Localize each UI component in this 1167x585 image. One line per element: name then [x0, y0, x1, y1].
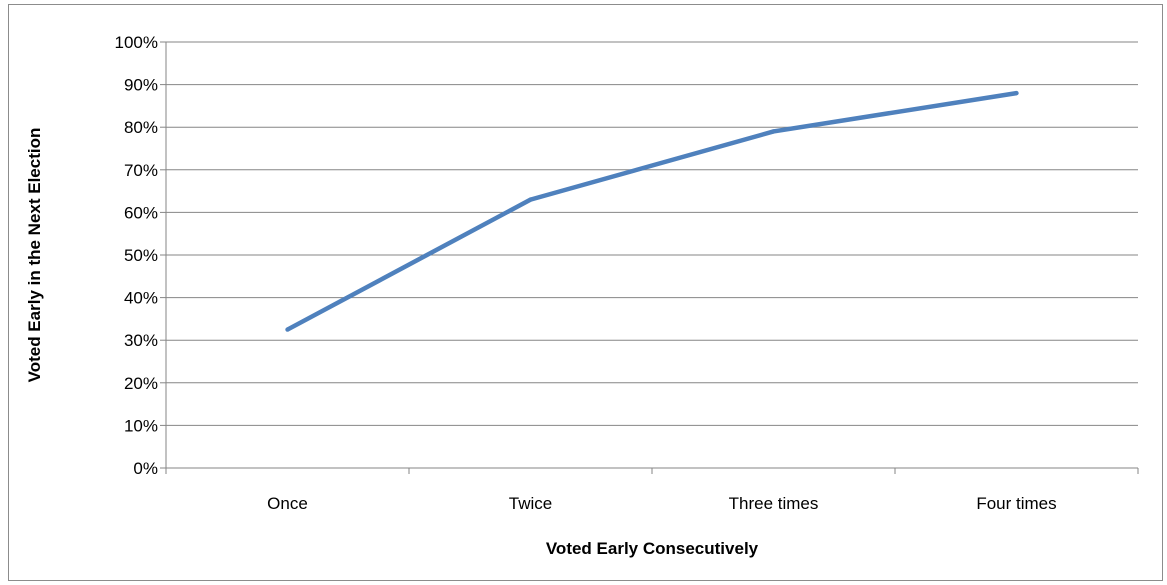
y-tick-labels: 0% 10% 20% 30% 40% 50% 60% 70% 80% 90% 100%: [115, 33, 158, 478]
y-tick-label: 60%: [124, 203, 158, 222]
y-tick-label: 30%: [124, 331, 158, 350]
axes: [160, 41, 1139, 474]
x-tick-label: Four times: [976, 494, 1056, 513]
data-point: [285, 327, 290, 332]
y-tick-label: 20%: [124, 374, 158, 393]
data-point: [771, 129, 776, 134]
data-point: [1014, 90, 1019, 96]
y-tick-label: 50%: [124, 246, 158, 265]
y-tick-label: 90%: [124, 76, 158, 95]
y-tick-label: 80%: [124, 118, 158, 137]
x-tick-label: Twice: [509, 494, 552, 513]
series-line: [286, 90, 1017, 332]
x-tick-labels: Once Twice Three times Four times: [267, 494, 1056, 513]
x-axis-title: Voted Early Consecutively: [546, 539, 759, 558]
y-tick-label: 0%: [133, 459, 158, 478]
data-point: [528, 197, 533, 202]
y-tick-label: 40%: [124, 289, 158, 308]
gridlines: [166, 41, 1138, 426]
y-axis-title: Voted Early in the Next Election: [25, 128, 44, 383]
x-tick-label: Three times: [729, 494, 819, 513]
y-tick-label: 10%: [124, 416, 158, 435]
y-tick-label: 100%: [115, 33, 158, 52]
y-tick-label: 70%: [124, 161, 158, 180]
x-tick-label: Once: [267, 494, 308, 513]
series-group: [285, 90, 1019, 332]
